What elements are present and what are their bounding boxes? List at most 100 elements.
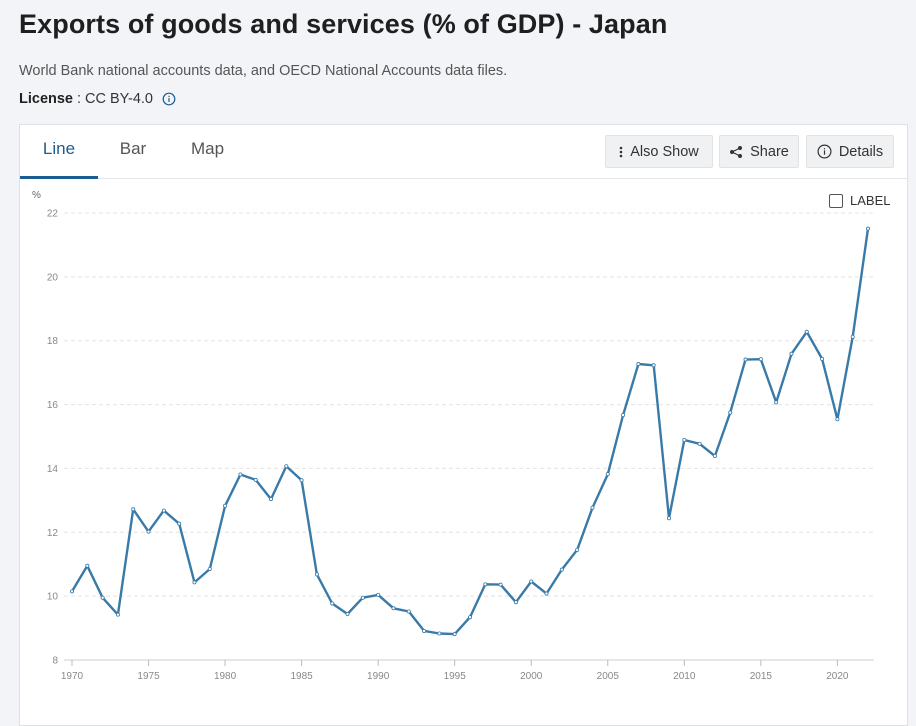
data-point [268,497,273,502]
data-point [452,632,457,637]
details-button[interactable]: Details [806,135,894,168]
data-point [850,334,855,339]
share-icon [730,145,743,158]
data-point [835,417,840,422]
data-point [314,572,319,577]
data-point [345,612,350,617]
data-point [85,563,90,568]
chart-axes: % 8 10 12 14 16 18 20 22 1970 1975 1980 1985 1990 1995… [32,190,874,682]
data-point [590,505,595,510]
data-point [223,503,228,508]
view-tabs: Line Bar Map Also Show Share Details [20,125,907,179]
data-point [70,589,75,594]
data-point [728,410,733,415]
line-chart: % 8 10 12 14 16 18 20 22 1970 1975 1980 1985 1990 1995… [32,190,874,682]
chart-series [70,226,871,637]
y-tick-label: 12 [47,528,59,539]
data-point [621,413,626,418]
y-tick-label: 18 [47,336,59,347]
data-point [376,592,381,597]
x-tick-label: 2000 [520,671,543,682]
x-tick-label: 1980 [214,671,237,682]
license-separator: : [77,91,82,107]
data-point [605,472,610,477]
page-title: Exports of goods and services (% of GDP)… [19,9,668,39]
data-point [575,547,580,552]
also-show-label: Also Show [630,143,699,160]
data-point [115,612,120,617]
chart-card: Line Bar Map Also Show Share Details [19,124,908,726]
info-icon[interactable] [162,92,176,106]
data-point [207,567,212,572]
data-point [820,356,825,361]
data-point [192,580,197,585]
data-point [406,609,411,614]
x-tick-label: 2010 [673,671,696,682]
data-point [651,363,656,368]
y-tick-label: 16 [47,400,59,411]
y-axis-unit: % [32,190,41,201]
data-point [483,582,488,587]
data-point [391,606,396,611]
data-point [774,400,779,405]
source-text: World Bank national accounts data, and O… [19,63,508,79]
x-tick-label: 1990 [367,671,390,682]
label-checkbox[interactable] [829,193,843,208]
data-point [498,582,503,587]
data-point [131,507,136,512]
share-button[interactable]: Share [719,135,799,168]
data-point [712,453,717,458]
data-point [544,591,549,596]
data-point [636,362,641,367]
data-point [284,464,289,469]
tab-bar[interactable]: Bar [119,139,147,158]
y-tick-label: 8 [52,656,58,667]
y-tick-label: 20 [47,272,59,283]
data-point [667,516,672,521]
data-point [866,226,871,231]
label-toggle-text: LABEL [850,193,891,208]
y-tick-label: 22 [47,209,59,220]
data-point [360,595,365,600]
tab-map[interactable]: Map [190,139,225,158]
x-tick-label: 1985 [290,671,313,682]
data-point [789,351,794,356]
data-point [330,601,335,606]
data-point [238,472,243,477]
label-toggle[interactable]: LABEL [829,193,890,208]
data-point [253,477,258,482]
data-point [146,529,151,534]
details-label: Details [838,143,884,160]
tab-line[interactable]: Line [20,125,98,179]
y-tick-label: 14 [47,464,59,475]
x-tick-label: 1970 [61,671,84,682]
share-label: Share [750,143,789,160]
data-point [758,357,763,362]
data-point [299,478,304,483]
data-point [682,438,687,443]
also-show-button[interactable]: Also Show [605,135,713,168]
license-line: License : CC BY-4.0 [19,91,176,107]
data-point [161,508,166,513]
x-tick-label: 2015 [750,671,773,682]
data-point [697,441,702,446]
data-point [743,357,748,362]
chart-grid [64,212,874,597]
more-vertical-icon [619,146,623,157]
info-circle-icon [817,144,832,159]
data-point [177,521,182,526]
data-point [529,579,534,584]
x-tick-label: 1975 [137,671,160,682]
data-point [467,615,472,620]
license-value: CC BY-4.0 [85,91,153,107]
data-point [804,329,809,334]
x-tick-label: 2020 [826,671,849,682]
license-label: License [19,91,73,107]
y-tick-label: 10 [47,592,59,603]
x-tick-label: 1995 [444,671,467,682]
data-point [513,600,518,605]
data-point [437,631,442,636]
data-point [100,595,105,600]
data-point [422,628,427,633]
series-line [70,227,870,636]
